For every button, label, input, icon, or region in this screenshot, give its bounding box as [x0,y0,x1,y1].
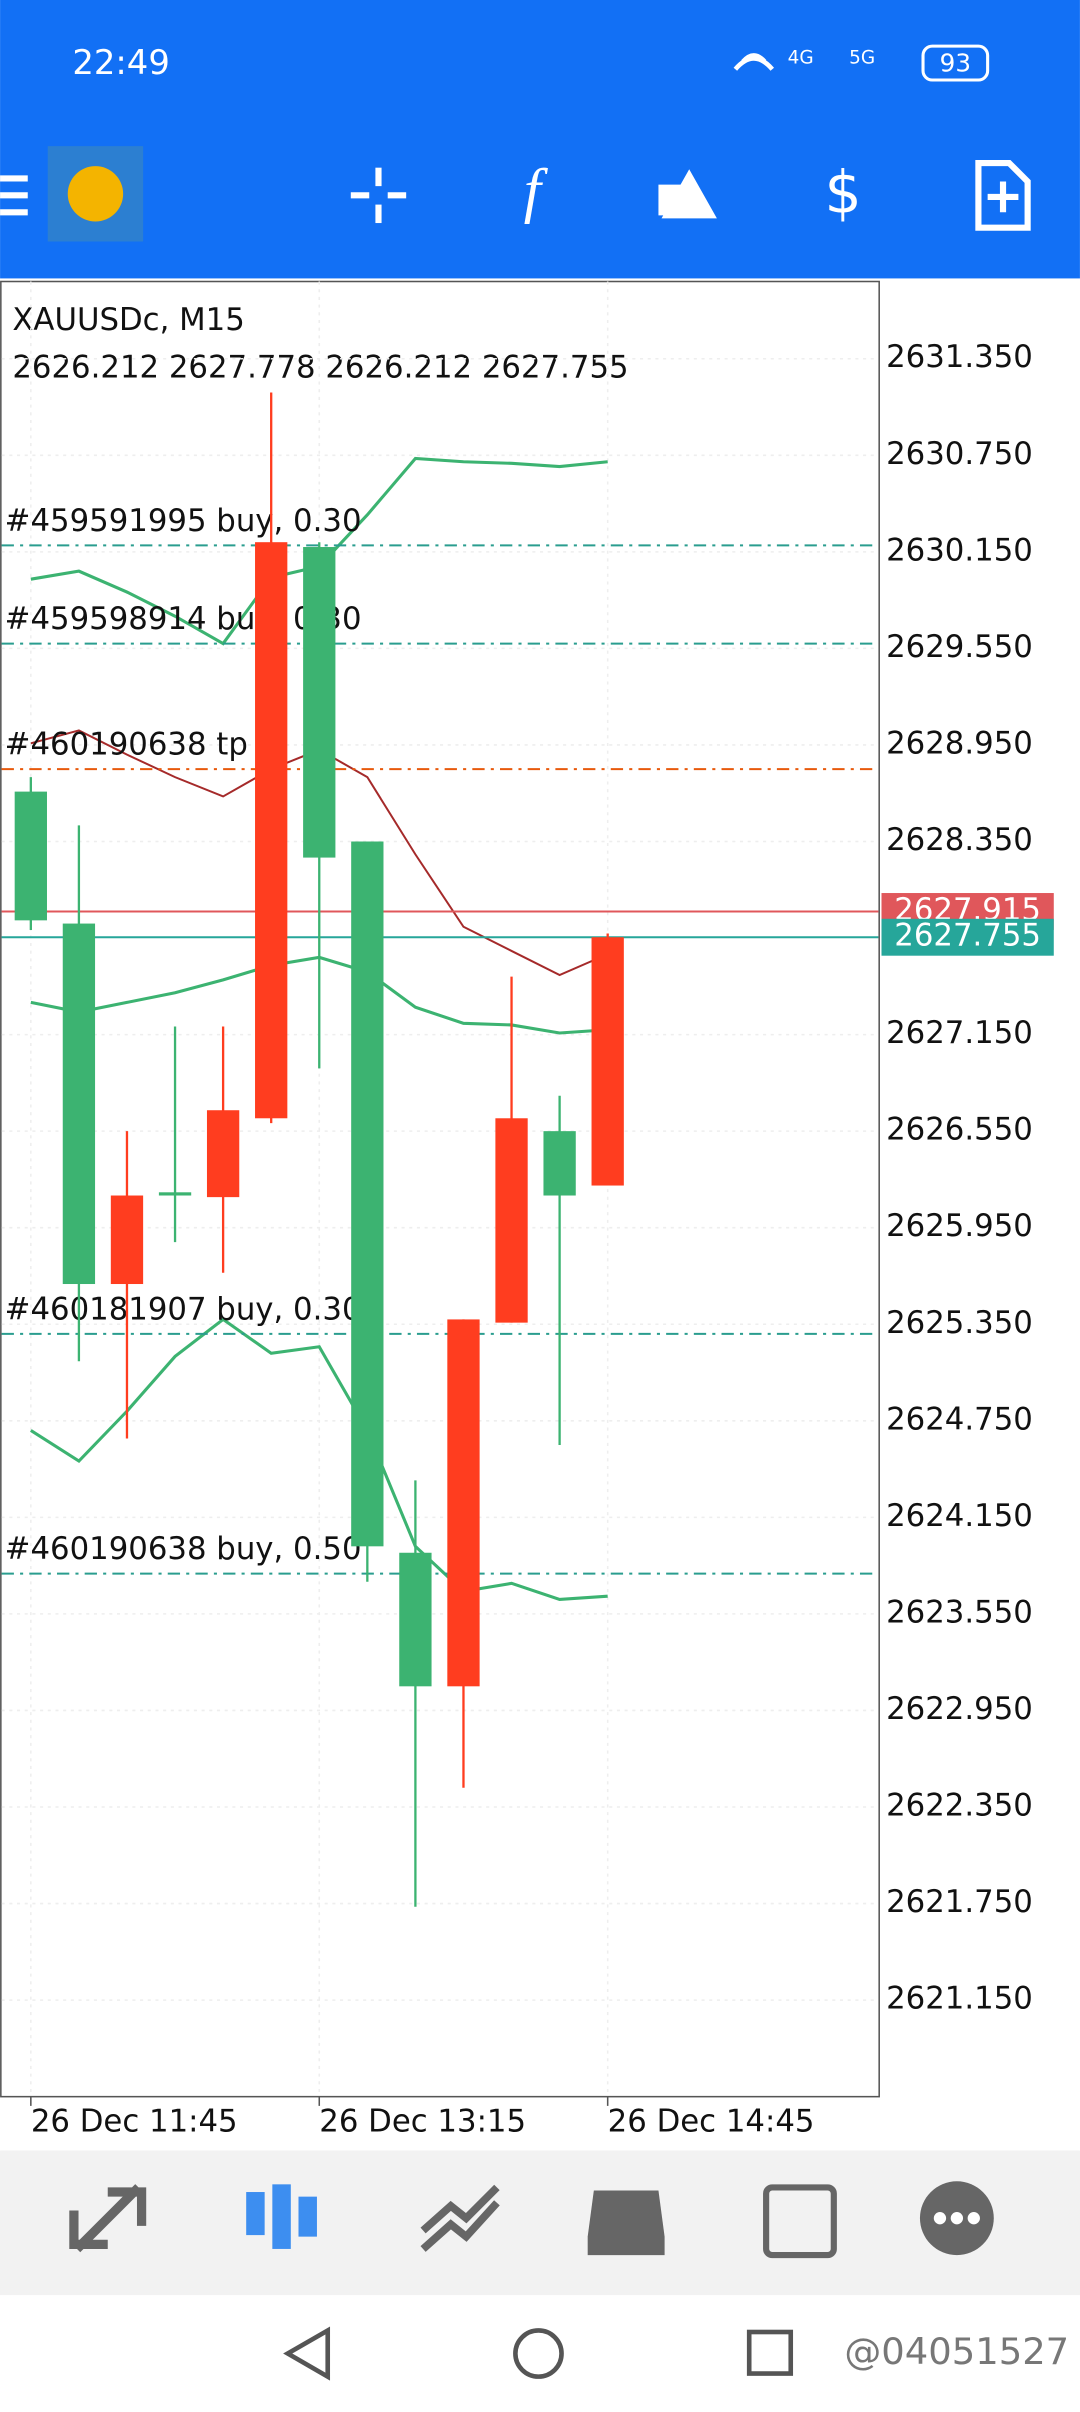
y-tick-label: 2624.150 [886,1498,1033,1534]
candle-body [543,1131,576,1196]
order-label: #460190638 buy, 0.50 [5,1531,362,1567]
y-tick-label: 2628.350 [886,822,1033,858]
y-tick-label: 2626.550 [886,1112,1033,1148]
new-chart-plus [987,181,1019,213]
news-tab[interactable] [763,2184,837,2259]
y-tick-label: 2623.550 [886,1594,1033,1630]
candle-body [495,1118,528,1323]
candle-body [158,1192,192,1196]
back-button[interactable] [283,2326,331,2381]
clock: 22:49 [72,43,169,82]
battery-icon [921,44,990,82]
price-box-label: 2627.755 [894,918,1041,954]
wifi-icon [733,53,775,71]
x-tick-label: 26 Dec 13:15 [319,2103,526,2139]
y-tick-label: 2621.750 [886,1884,1033,1920]
candle-body [303,547,336,858]
x-tick-label: 26 Dec 11:45 [31,2103,238,2139]
y-tick-label: 2624.750 [886,1401,1033,1437]
ohlc-header: 2626.212 2627.778 2626.212 2627.755 [12,350,628,386]
x-tick-label: 26 Dec 14:45 [608,2103,815,2139]
candle-body [206,1110,240,1198]
y-tick-label: 2631.350 [886,339,1033,375]
y-tick-label: 2630.150 [886,532,1033,568]
crosshair-button[interactable] [350,167,407,224]
watermark: @04051527 [844,2330,1069,2373]
app-bar [0,0,1080,279]
network: 4G [788,47,814,68]
y-tick-label: 2622.950 [886,1691,1033,1727]
plot-area [0,280,880,2098]
candle-body [447,1319,480,1687]
network: 5G [849,47,875,68]
order-label: #460181907 buy, 0.30 [5,1291,362,1327]
candle-body [255,542,288,1119]
y-tick-label: 2628.950 [886,725,1033,761]
y-tick-label: 2622.350 [886,1788,1033,1824]
candle-body [14,791,47,921]
symbol: XAUUSDc, M15 [12,302,244,338]
trade-tab[interactable] [420,2184,500,2252]
recents-button[interactable] [746,2329,794,2376]
objects-button[interactable] [658,169,717,219]
candle-body [62,923,96,1285]
candle-body [591,937,624,1186]
y-tick-label: 2621.150 [886,1981,1033,2017]
y-tick-label: 2625.350 [886,1305,1033,1341]
app-logo-mark [67,166,124,222]
price-box [881,918,1054,956]
y-tick-label: 2627.150 [886,1015,1033,1051]
new-chart-button[interactable] [975,159,1031,231]
y-tick-label: 2629.550 [886,629,1033,665]
menu-button[interactable] [0,175,28,216]
y-tick-label: 2630.750 [886,436,1033,472]
candle-body [399,1552,432,1687]
order-label: #460190638 tp [5,727,248,763]
trade-button[interactable]: $ [824,159,861,227]
bottom-nav [0,2150,1080,2296]
battery-level: 93 [940,49,971,78]
history-tab[interactable] [587,2190,665,2256]
order-label: #459598914 buy, 0.30 [5,601,362,637]
chat-dots [933,2212,980,2225]
candle-body [351,841,384,1547]
y-tick-label: 2625.950 [886,1208,1033,1244]
home-button[interactable] [513,2328,564,2379]
candle-body [110,1195,144,1285]
chart-tab[interactable] [246,2184,317,2249]
quotes-tab[interactable] [69,2184,147,2253]
order-label: #459591995 buy, 0.30 [5,503,362,539]
